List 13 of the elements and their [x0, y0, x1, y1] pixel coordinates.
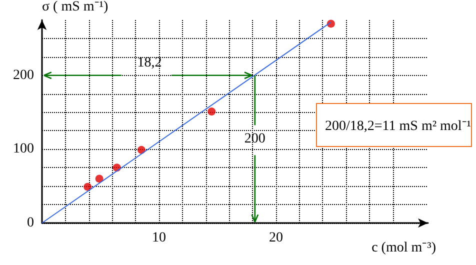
annotation: 200/18,2=11 mS m² mol⁻¹	[316, 103, 472, 147]
point	[137, 146, 146, 154]
y-tick-label: 100	[13, 142, 34, 157]
x-tick-label: 10	[152, 230, 166, 246]
x-tick-label: 20	[268, 230, 283, 246]
x-axis-title: c (mol m⁻³)	[372, 240, 436, 256]
y-axis-title: σ ( mS m⁻¹)	[42, 0, 108, 14]
point	[326, 20, 335, 28]
y-tick-label: 200	[13, 68, 34, 83]
point	[95, 174, 104, 183]
y-tick-label: 0	[27, 216, 34, 230]
point	[208, 108, 216, 116]
point	[84, 182, 92, 191]
